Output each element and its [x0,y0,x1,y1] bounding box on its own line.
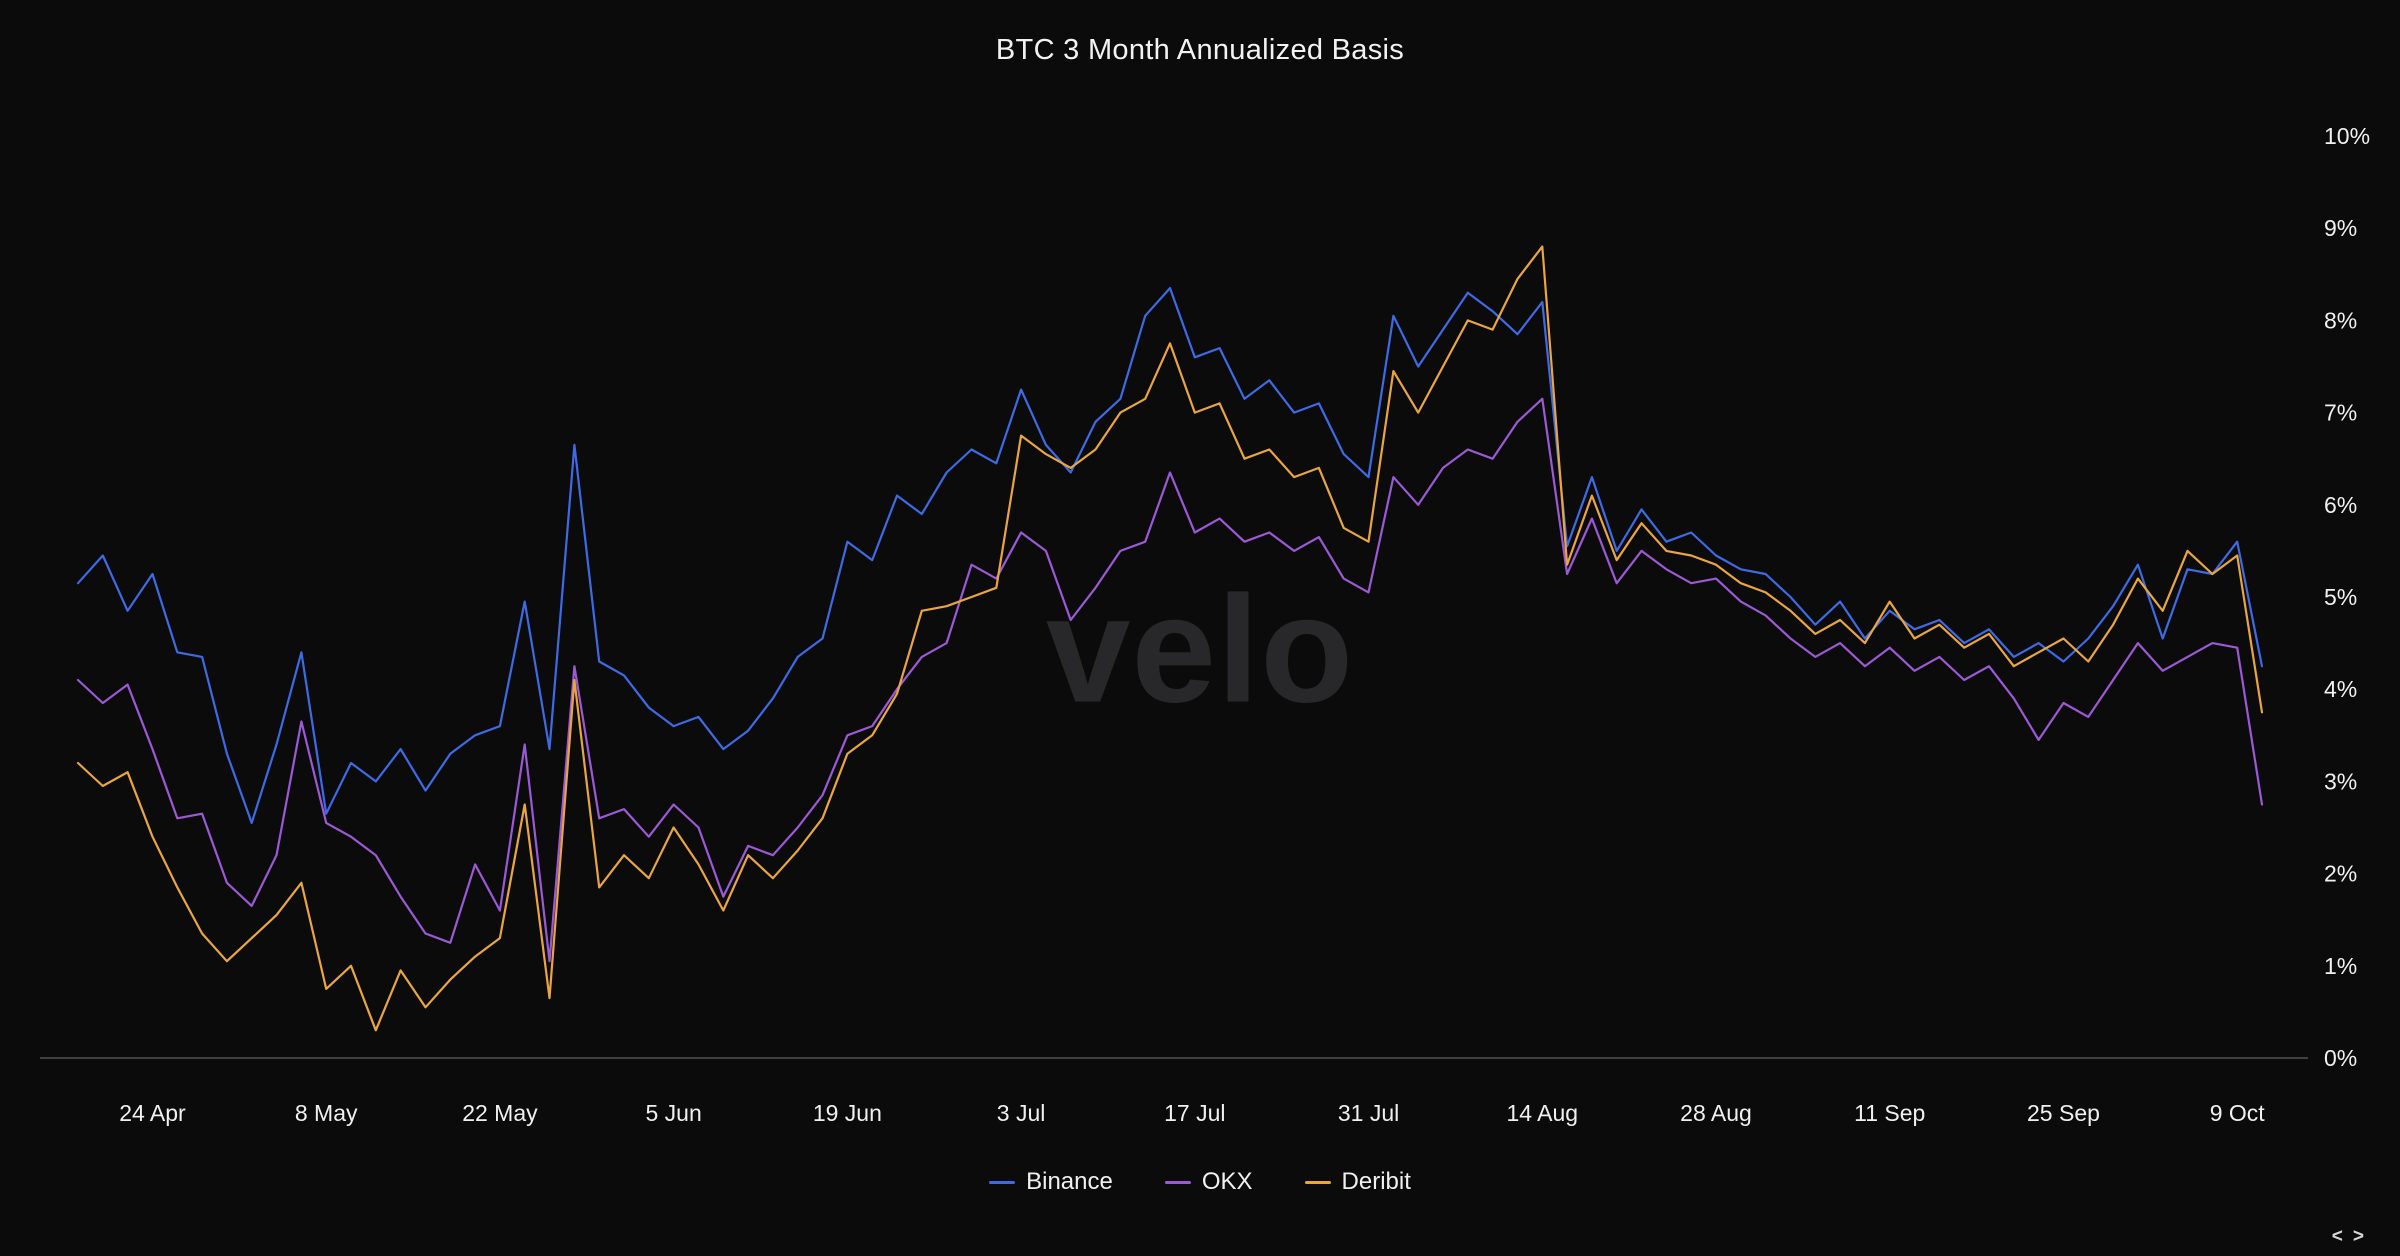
y-axis-tick-label: 5% [2324,584,2357,610]
series-line-deribit [76,245,2264,1032]
x-axis-tick-label: 3 Jul [997,1100,1046,1126]
y-axis-tick-label: 0% [2324,1045,2357,1071]
velo-watermark: velo [1045,564,1355,735]
x-axis-tick-label: 5 Jun [646,1100,702,1126]
prev-button[interactable]: < [2331,1226,2343,1247]
x-axis-tick-label: 19 Jun [813,1100,882,1126]
x-axis-tick-label: 24 Apr [119,1100,186,1126]
y-axis-tick-label: 2% [2324,861,2357,887]
legend: Binance OKX Deribit [0,1168,2400,1196]
legend-item-binance[interactable]: Binance [989,1168,1113,1196]
legend-swatch-icon [989,1180,1016,1184]
y-axis-tick-label: 3% [2324,768,2357,794]
series-line-okx [76,397,2264,963]
x-axis-tick-label: 11 Sep [1854,1100,1925,1126]
x-axis-tick-label: 14 Aug [1506,1100,1578,1126]
x-axis-tick-label: 31 Jul [1338,1100,1399,1126]
legend-label: Deribit [1341,1168,1411,1195]
y-axis-tick-label: 1% [2324,953,2357,979]
legend-item-deribit[interactable]: Deribit [1304,1168,1411,1196]
x-axis-tick-label: 9 Oct [2210,1100,2266,1126]
pager: < > [2332,1227,2364,1246]
legend-label: Binance [1026,1168,1113,1195]
legend-swatch-icon [1304,1180,1331,1184]
y-axis-tick-label: 10% [2324,123,2370,149]
x-axis-tick-label: 17 Jul [1164,1100,1225,1126]
y-axis-tick-label: 8% [2324,307,2357,333]
y-axis-tick-label: 7% [2324,400,2357,426]
x-axis-tick-label: 22 May [462,1100,538,1126]
y-axis-tick-label: 9% [2324,215,2357,241]
x-axis-tick-label: 8 May [295,1100,358,1126]
y-axis-tick-label: 6% [2324,492,2357,518]
y-axis-tick-label: 4% [2324,676,2357,702]
legend-item-okx[interactable]: OKX [1164,1168,1253,1196]
x-axis-tick-label: 25 Sep [2027,1100,2100,1126]
legend-swatch-icon [1164,1180,1191,1184]
next-button[interactable]: > [2352,1226,2364,1247]
legend-label: OKX [1201,1168,1253,1195]
x-axis-tick-label: 28 Aug [1680,1100,1752,1126]
series-line-binance [76,287,2264,825]
chart-title: BTC 3 Month Annualized Basis [995,34,1405,66]
